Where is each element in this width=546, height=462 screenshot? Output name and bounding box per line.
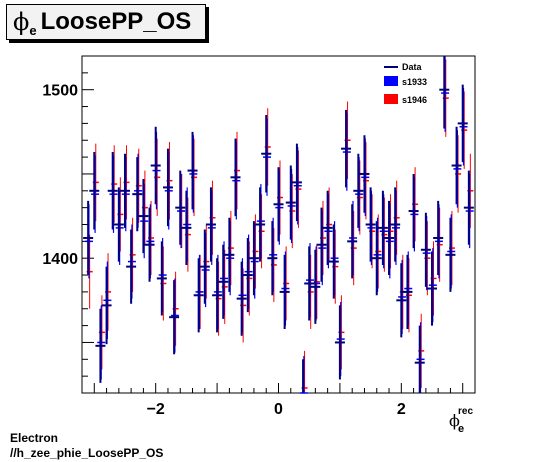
footer-category: Electron <box>10 431 59 445</box>
legend-s1933-swatch <box>384 76 398 86</box>
y-tick-label: 1500 <box>42 83 78 100</box>
x-axis-superscript: rec <box>458 406 473 417</box>
histogram-title: LoosePP_OS <box>40 8 192 35</box>
legend-s1946-swatch <box>384 94 398 104</box>
footer-histogram-path: //h_zee_phie_LoosePP_OS <box>10 446 164 460</box>
x-axis-subscript: e <box>458 423 464 435</box>
legend-s1933-label: s1933 <box>402 77 427 87</box>
title-phi-symbol: ϕ <box>13 8 30 36</box>
x-tick-label: 2 <box>397 401 406 418</box>
y-tick-label: 1400 <box>42 251 78 268</box>
x-tick-label: −2 <box>147 401 165 418</box>
title-subscript: e <box>29 22 37 38</box>
x-tick-label: 0 <box>274 401 283 418</box>
legend-data-label: Data <box>402 62 423 72</box>
legend-s1946-label: s1946 <box>402 95 427 105</box>
histogram-title-box: ϕ e LoosePP_OS <box>6 4 206 40</box>
x-axis-symbol: ϕ <box>449 411 460 430</box>
